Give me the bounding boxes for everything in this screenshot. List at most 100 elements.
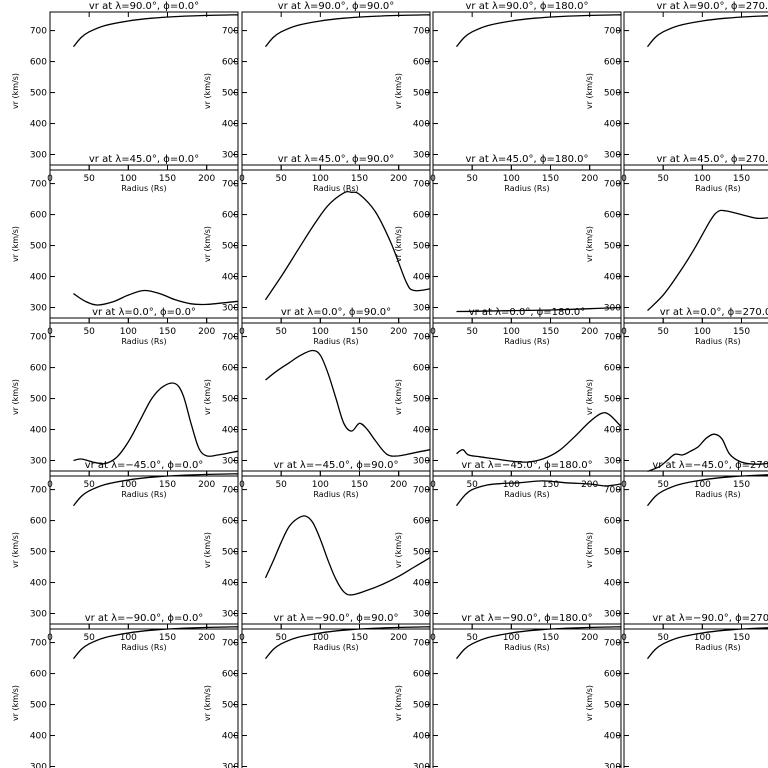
plot-frame [623, 317, 768, 477]
y-tick-label: 300 [222, 763, 239, 768]
x-tick-label: 100 [120, 174, 137, 184]
plot-frame [241, 470, 431, 630]
y-axis-label: vr (km/s) [394, 685, 403, 721]
x-axis-label: Radius (Rs) [121, 184, 166, 193]
y-axis-label: vr (km/s) [585, 226, 594, 262]
x-tick-label: 100 [694, 174, 711, 184]
x-tick-label: 100 [120, 633, 137, 643]
x-tick-label: 150 [351, 480, 368, 490]
y-tick-label: 500 [222, 548, 239, 558]
y-axis-label: vr (km/s) [11, 379, 20, 415]
y-tick-label: 600 [604, 211, 621, 221]
x-tick-label: 50 [83, 633, 95, 643]
plot-frame [241, 11, 431, 171]
y-tick-label: 500 [30, 548, 47, 558]
y-tick-label: 500 [604, 548, 621, 558]
y-tick-label: 500 [222, 89, 239, 99]
y-tick-label: 700 [604, 180, 621, 190]
x-tick-label: 200 [198, 327, 215, 337]
y-tick-label: 500 [413, 701, 430, 711]
x-tick-label: 200 [581, 174, 598, 184]
y-tick-label: 300 [222, 304, 239, 314]
plot-frame [241, 317, 431, 477]
x-tick-label: 50 [466, 327, 478, 337]
panel-14: vr at λ=−45.0°, ϕ=90.0°0 50 100 150 20030040… [203, 460, 431, 652]
y-tick-label: 400 [222, 120, 239, 130]
y-tick-label: 300 [413, 457, 430, 467]
x-tick-label: 150 [733, 633, 750, 643]
y-tick-label: 600 [413, 211, 430, 221]
y-tick-label: 300 [222, 457, 239, 467]
y-tick-label: 500 [413, 89, 430, 99]
x-tick-label: 50 [275, 633, 287, 643]
x-tick-label: 200 [581, 633, 598, 643]
y-tick-label: 300 [30, 763, 47, 768]
series-line [264, 191, 431, 301]
x-tick-label: 200 [390, 327, 407, 337]
x-tick-label: 100 [694, 480, 711, 490]
series-line [455, 480, 622, 507]
y-tick-label: 400 [604, 120, 621, 130]
x-axis-label: Radius (Rs) [313, 643, 358, 652]
y-tick-label: 600 [413, 58, 430, 68]
x-tick-label: 150 [159, 480, 176, 490]
plot-frame [432, 470, 622, 630]
x-tick-label: 150 [351, 174, 368, 184]
x-tick-label: 150 [733, 174, 750, 184]
panel-19: vr at λ=−90.0°, ϕ=180.0°0501001502003004… [394, 613, 622, 768]
plot-frame [241, 623, 431, 768]
x-tick-label: 50 [657, 633, 669, 643]
x-axis-label: Radius (Rs) [313, 337, 358, 346]
y-axis-label: vr (km/s) [203, 532, 212, 568]
y-tick-label: 400 [222, 426, 239, 436]
y-tick-label: 300 [604, 763, 621, 768]
y-tick-label: 400 [413, 579, 430, 589]
panel-title: vr at λ=45.0°, ϕ=0.0° [89, 154, 199, 165]
series-line [72, 14, 239, 48]
y-tick-label: 500 [413, 395, 430, 405]
y-tick-label: 700 [222, 27, 239, 37]
y-tick-label: 700 [604, 639, 621, 649]
y-tick-label: 500 [222, 395, 239, 405]
y-axis-label: vr (km/s) [585, 379, 594, 415]
x-axis-label: Radius (Rs) [504, 337, 549, 346]
series-line [72, 626, 239, 660]
panel-title: vr at λ=0.0°, ϕ=180.0° [469, 307, 586, 318]
series-line [455, 626, 622, 660]
y-tick-label: 300 [413, 304, 430, 314]
x-axis-label: Radius (Rs) [313, 490, 358, 499]
series-line [646, 15, 768, 48]
y-tick-label: 500 [413, 548, 430, 558]
y-tick-label: 400 [30, 120, 47, 130]
y-tick-label: 600 [222, 58, 239, 68]
x-tick-label: 150 [542, 174, 559, 184]
y-tick-label: 700 [222, 333, 239, 343]
plot-frame [49, 11, 239, 171]
x-tick-label: 100 [312, 174, 329, 184]
y-tick-label: 700 [30, 180, 47, 190]
y-tick-label: 300 [222, 610, 239, 620]
y-tick-label: 300 [222, 151, 239, 161]
x-tick-label: 200 [198, 480, 215, 490]
y-tick-label: 300 [604, 151, 621, 161]
y-tick-label: 700 [413, 639, 430, 649]
panel-3: vr at λ=90.0°, ϕ=180.0°0 50 100 150 20030040… [394, 1, 622, 193]
y-axis-label: vr (km/s) [203, 73, 212, 109]
y-tick-label: 700 [413, 486, 430, 496]
panel-title: vr at λ=0.0°, ϕ=90.0° [281, 307, 391, 318]
series-line [646, 627, 768, 660]
y-tick-label: 500 [413, 242, 430, 252]
x-axis-label: Radius (Rs) [504, 643, 549, 652]
plot-frame [49, 470, 239, 630]
plot-frame [49, 317, 239, 477]
series-line [73, 289, 239, 306]
y-tick-label: 600 [413, 670, 430, 680]
panel-title: vr at λ=90.0°, ϕ=270.0° [657, 1, 768, 12]
y-tick-label: 300 [604, 457, 621, 467]
x-tick-label: 150 [733, 480, 750, 490]
panel-title: vr at λ=90.0°, ϕ=180.0° [466, 1, 589, 12]
x-tick-label: 150 [159, 633, 176, 643]
y-tick-label: 700 [222, 180, 239, 190]
panel-20: vr at λ=−90.0°, ϕ=270.0°0501001502003004… [585, 613, 768, 768]
